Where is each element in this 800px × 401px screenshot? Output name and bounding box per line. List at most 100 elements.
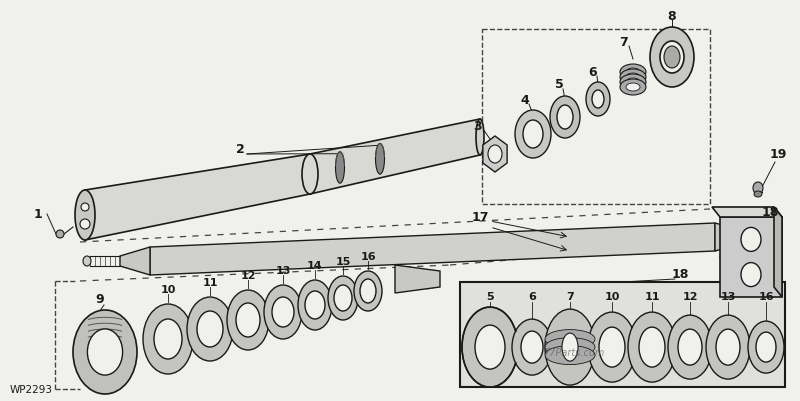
Text: 12: 12: [682, 291, 698, 301]
Ellipse shape: [56, 231, 64, 239]
Polygon shape: [483, 137, 507, 172]
Text: 11: 11: [644, 291, 660, 301]
Ellipse shape: [197, 311, 223, 347]
Ellipse shape: [664, 47, 680, 69]
Polygon shape: [720, 217, 782, 297]
Text: 13: 13: [720, 291, 736, 301]
Ellipse shape: [375, 144, 385, 175]
Ellipse shape: [87, 329, 122, 375]
Ellipse shape: [264, 285, 302, 339]
Ellipse shape: [562, 333, 578, 361]
Ellipse shape: [586, 83, 610, 117]
Ellipse shape: [75, 190, 95, 241]
Text: 7: 7: [618, 35, 627, 49]
Ellipse shape: [354, 271, 382, 311]
Ellipse shape: [515, 111, 551, 159]
Ellipse shape: [592, 91, 604, 109]
Polygon shape: [715, 223, 730, 251]
Text: 10: 10: [160, 284, 176, 294]
Ellipse shape: [754, 192, 762, 198]
Ellipse shape: [143, 304, 193, 374]
Ellipse shape: [706, 315, 750, 379]
Text: 16: 16: [758, 291, 774, 301]
Polygon shape: [774, 207, 782, 297]
Polygon shape: [120, 247, 150, 275]
Ellipse shape: [328, 276, 358, 320]
Text: 17: 17: [471, 211, 489, 224]
Text: 7: 7: [566, 291, 574, 301]
Ellipse shape: [588, 312, 636, 382]
Text: 8: 8: [668, 10, 676, 22]
Polygon shape: [85, 155, 310, 241]
Ellipse shape: [620, 70, 646, 86]
Ellipse shape: [660, 42, 684, 74]
Text: 77Parts.com: 77Parts.com: [543, 347, 605, 357]
Ellipse shape: [545, 346, 595, 365]
Text: 5: 5: [486, 291, 494, 301]
Ellipse shape: [550, 97, 580, 139]
Text: 1: 1: [34, 208, 42, 221]
Text: 18: 18: [671, 268, 689, 281]
Ellipse shape: [545, 330, 595, 349]
Ellipse shape: [741, 228, 761, 252]
Ellipse shape: [476, 120, 484, 156]
Ellipse shape: [639, 327, 665, 367]
Bar: [482, 30, 710, 205]
Ellipse shape: [523, 121, 543, 149]
Text: 10: 10: [604, 291, 620, 301]
Text: 18: 18: [762, 206, 778, 219]
Ellipse shape: [716, 329, 740, 365]
Ellipse shape: [626, 79, 640, 87]
Ellipse shape: [335, 152, 345, 184]
Ellipse shape: [562, 333, 578, 361]
Text: 19: 19: [770, 148, 786, 161]
Ellipse shape: [521, 331, 543, 363]
Ellipse shape: [678, 329, 702, 365]
Polygon shape: [395, 265, 440, 293]
Ellipse shape: [545, 309, 595, 385]
Ellipse shape: [599, 327, 625, 367]
Ellipse shape: [227, 290, 269, 350]
Text: 6: 6: [589, 65, 598, 78]
Ellipse shape: [557, 106, 573, 130]
Ellipse shape: [187, 297, 233, 361]
Ellipse shape: [83, 256, 91, 266]
Bar: [460, 282, 785, 387]
Text: 13: 13: [275, 265, 290, 275]
Ellipse shape: [668, 315, 712, 379]
Ellipse shape: [462, 307, 518, 387]
Ellipse shape: [475, 325, 505, 369]
Ellipse shape: [302, 155, 318, 194]
Ellipse shape: [512, 319, 552, 375]
Ellipse shape: [305, 291, 325, 319]
Ellipse shape: [360, 279, 376, 303]
Ellipse shape: [620, 80, 646, 96]
Ellipse shape: [488, 146, 502, 164]
Text: 14: 14: [307, 260, 323, 270]
Text: 11: 11: [202, 277, 218, 287]
Text: 3: 3: [473, 120, 482, 133]
Text: 9: 9: [96, 293, 104, 306]
Ellipse shape: [620, 65, 646, 81]
Polygon shape: [310, 120, 480, 194]
Ellipse shape: [650, 28, 694, 88]
Text: 5: 5: [554, 78, 563, 91]
Ellipse shape: [753, 182, 763, 194]
Ellipse shape: [334, 285, 352, 311]
Ellipse shape: [628, 312, 676, 382]
Ellipse shape: [545, 338, 595, 357]
Ellipse shape: [272, 297, 294, 327]
Text: 6: 6: [528, 291, 536, 301]
Text: 16: 16: [360, 251, 376, 261]
Ellipse shape: [756, 332, 776, 362]
Ellipse shape: [73, 310, 137, 394]
Polygon shape: [712, 207, 782, 217]
Ellipse shape: [748, 321, 784, 373]
Text: 12: 12: [240, 270, 256, 280]
Ellipse shape: [626, 69, 640, 77]
Text: WP2293: WP2293: [10, 384, 53, 394]
Ellipse shape: [741, 263, 761, 287]
Ellipse shape: [620, 75, 646, 91]
Text: 2: 2: [236, 143, 244, 156]
Ellipse shape: [236, 303, 260, 337]
